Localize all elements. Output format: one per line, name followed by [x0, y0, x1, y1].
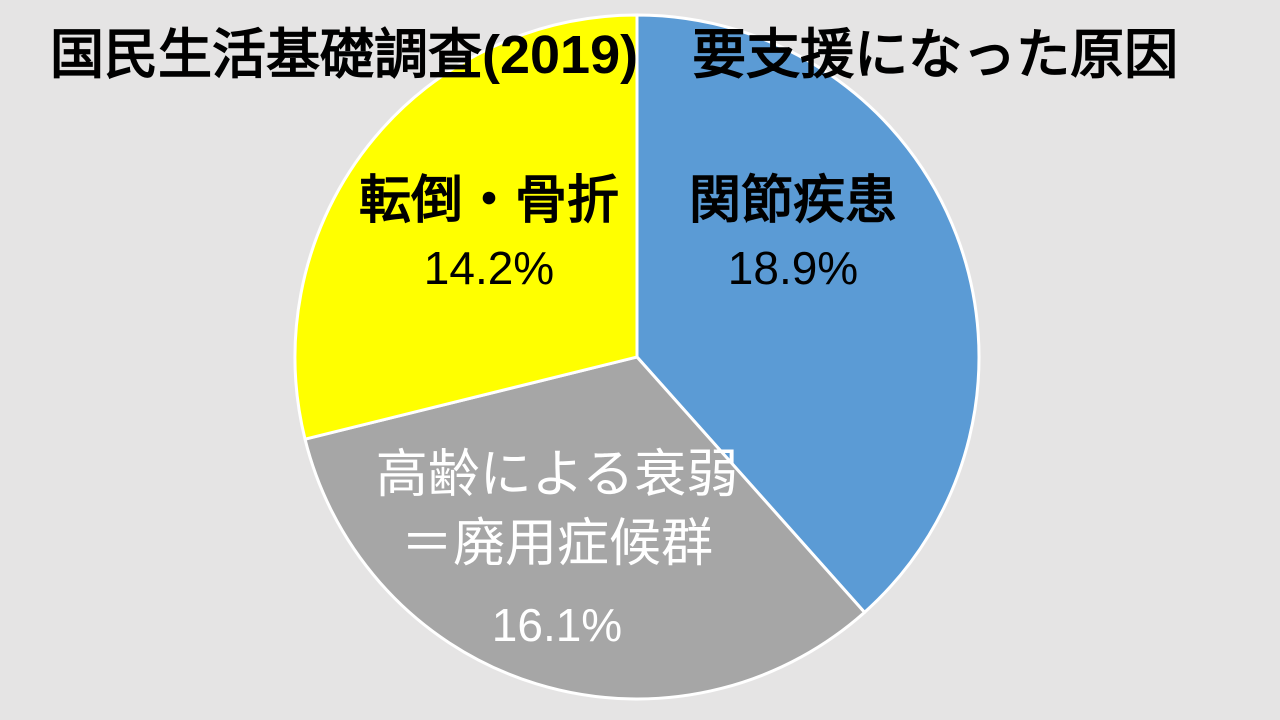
slice-percent-joint-disease: 18.9% [727, 242, 859, 294]
slice-label-age-frailty: 高齢による衰弱 ＝廃用症候群 16.1% [376, 441, 738, 653]
slice-label-fall-fracture: 転倒・骨折 14.2% [359, 168, 619, 296]
chart-title: 国民生活基礎調査(2019) 要支援になった原因 [50, 25, 1179, 85]
pie-slice-2 [293, 13, 639, 441]
pie-slice-1 [303, 355, 867, 701]
slice-name-age-frailty-line2: ＝廃用症候群 [400, 515, 714, 573]
slice-name-joint-disease: 関節疾患 [688, 172, 898, 230]
slice-name-age-frailty-line1: 高齢による衰弱 [375, 446, 739, 504]
slice-percent-fall-fracture: 14.2% [423, 242, 555, 294]
pie-slice-0 [635, 13, 981, 614]
slice-label-joint-disease: 関節疾患 18.9% [689, 168, 897, 296]
slice-percent-age-frailty: 16.1% [491, 599, 623, 651]
slice-name-fall-fracture: 転倒・骨折 [358, 172, 620, 230]
